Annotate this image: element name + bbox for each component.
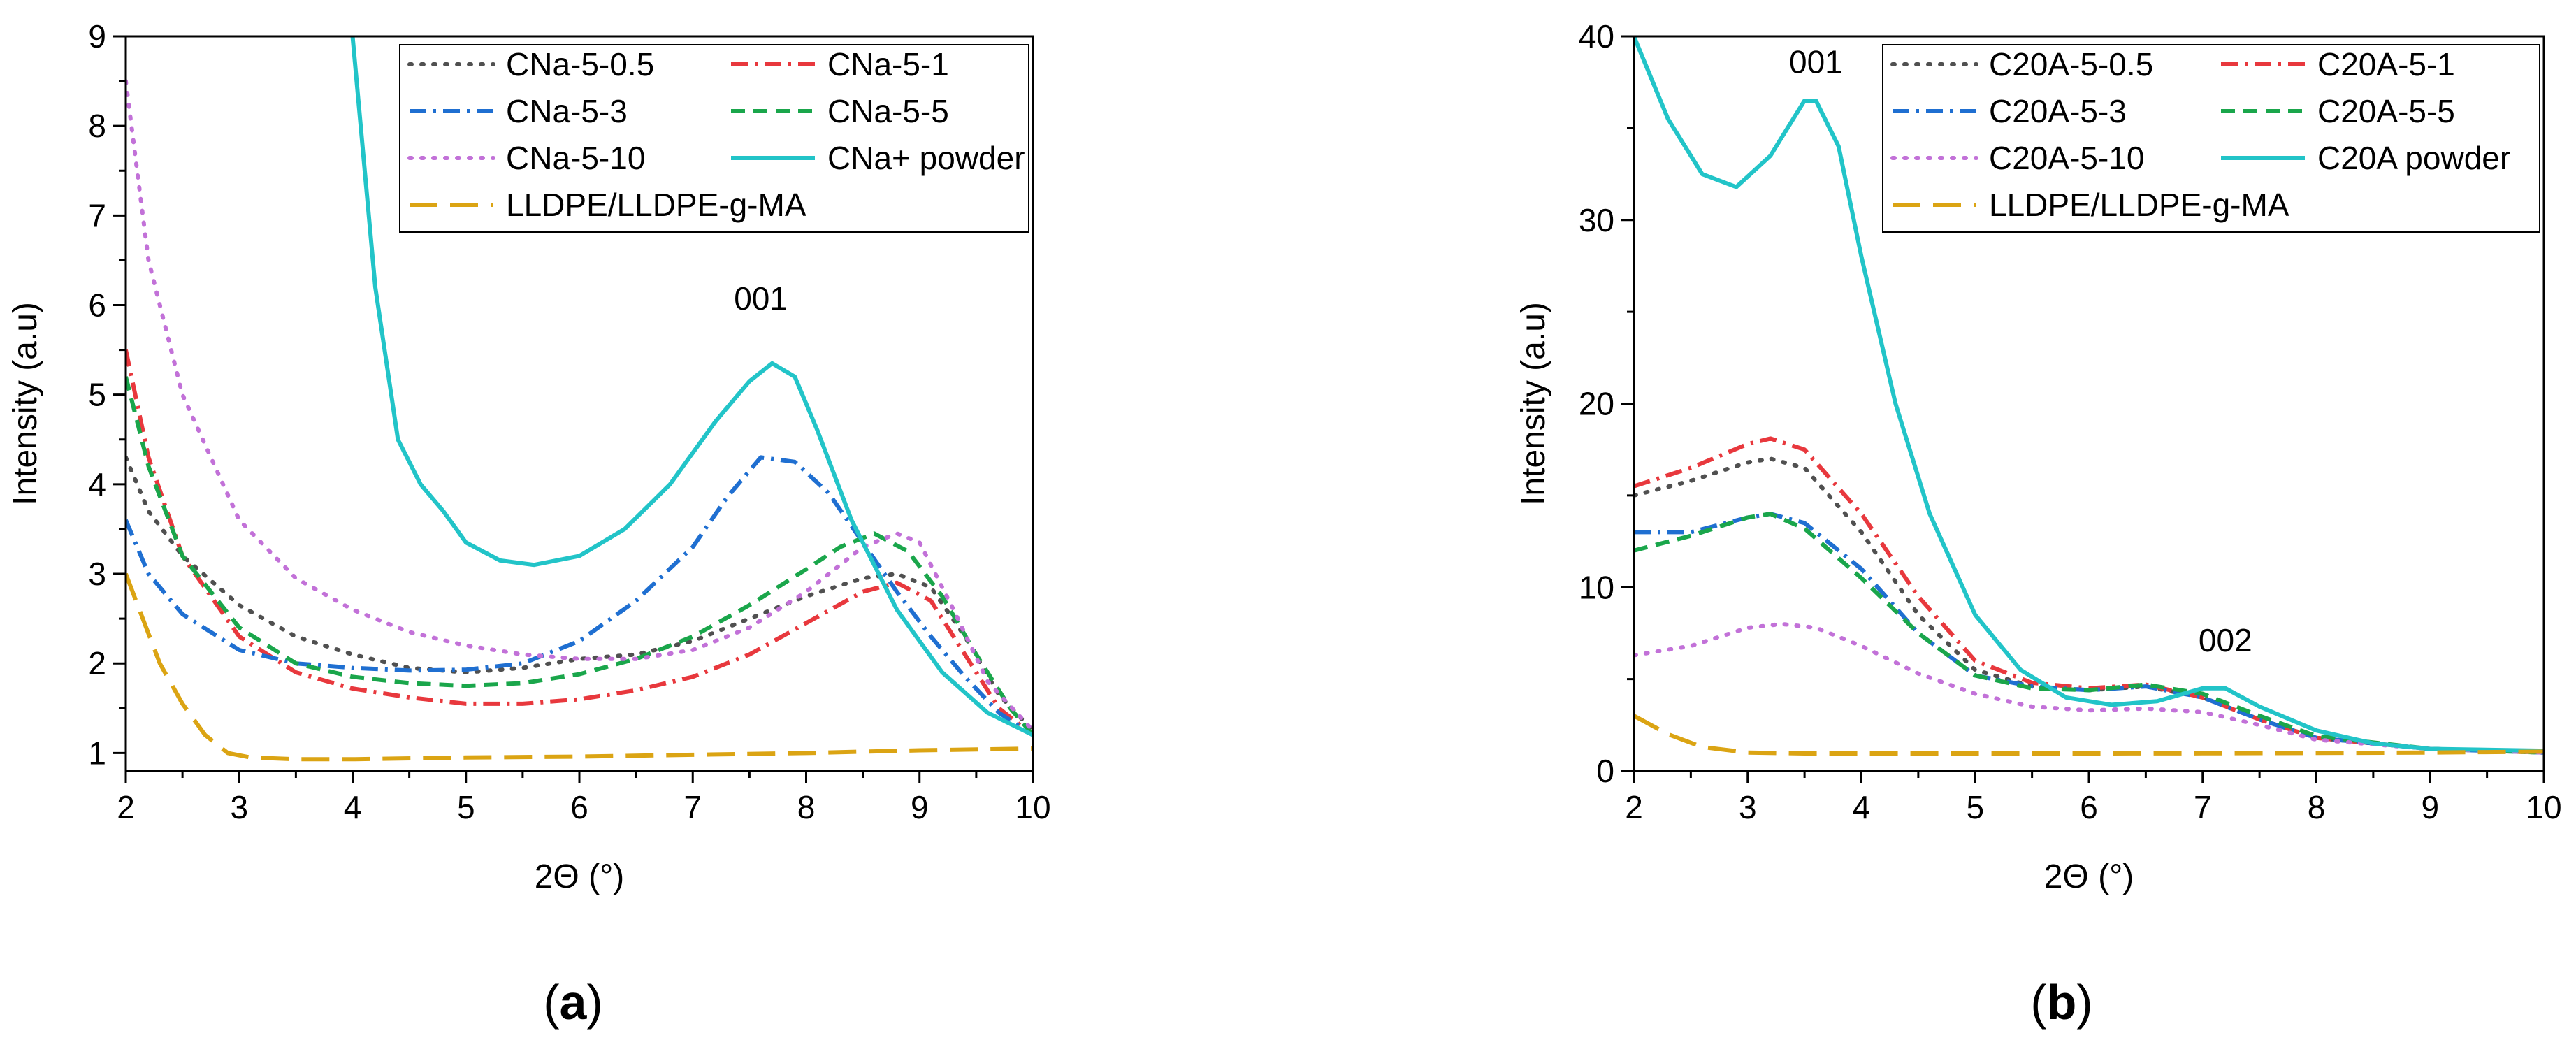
- panel-a-caption-letter: a: [560, 975, 588, 1030]
- series-line-3: [1634, 512, 2544, 755]
- y-tick-label: 0: [1596, 753, 1614, 789]
- legend-box: [399, 44, 1029, 233]
- panel-b-caption-close: ): [2076, 975, 2092, 1030]
- y-tick-label: 9: [88, 18, 106, 55]
- y-tick-label: 2: [88, 645, 106, 681]
- x-tick-label: 2: [117, 789, 135, 825]
- series-line-4: [1634, 621, 2544, 755]
- y-tick-label: 1: [88, 735, 106, 771]
- y-tick-label: 3: [88, 556, 106, 592]
- legend-label: C20A-5-0.5: [1989, 46, 2153, 82]
- y-tick-label: 30: [1579, 202, 1614, 238]
- series-line-0: [1634, 456, 2544, 755]
- peak-annotation: 002: [2199, 622, 2252, 658]
- panel-a-caption-open: (: [543, 975, 559, 1030]
- x-tick-label: 8: [2308, 789, 2326, 825]
- legend-label: CNa-5-5: [827, 93, 949, 129]
- legend-label: CNa-5-10: [506, 140, 645, 176]
- peak-annotation: 001: [734, 280, 788, 317]
- series-line-1: [126, 349, 1033, 737]
- legend: CNa-5-0.5 CNa-5-1 CNa-5-3 CNa-5-5 CNa-5-10 CN…: [399, 44, 1029, 233]
- legend-label: CNa+ powder: [827, 140, 1025, 176]
- x-tick-label: 6: [2080, 789, 2098, 825]
- x-tick-label: 6: [570, 789, 588, 825]
- x-tick-label: 10: [2526, 789, 2561, 825]
- x-tick-label: 8: [797, 789, 816, 825]
- series-line-6: [1634, 714, 2544, 756]
- series-line-5: [350, 36, 1033, 737]
- series-line-1: [1634, 436, 2544, 755]
- legend-label: C20A-5-10: [1989, 140, 2144, 176]
- panel-a-caption: (a): [543, 975, 603, 1030]
- legend-label: CNa-5-3: [506, 93, 628, 129]
- x-tick-label: 5: [1966, 789, 1984, 825]
- y-tick-label: 6: [88, 287, 106, 324]
- y-tick-label: 20: [1579, 386, 1614, 422]
- x-tick-label: 9: [911, 789, 929, 825]
- legend-label: LLDPE/LLDPE-g-MA: [506, 187, 806, 223]
- x-axis-title: 2Θ (°): [2044, 858, 2134, 895]
- series-line-6: [126, 572, 1033, 762]
- x-tick-label: 7: [683, 789, 702, 825]
- legend-box: [1882, 44, 2540, 233]
- legend-label: C20A-5-5: [2317, 93, 2455, 129]
- series-line-5: [1634, 36, 2544, 753]
- y-tick-label: 5: [88, 377, 106, 413]
- y-tick-label: 7: [88, 197, 106, 233]
- series-line-2: [1634, 512, 2544, 755]
- plot-area: [126, 36, 1033, 762]
- x-tick-label: 3: [230, 789, 248, 825]
- panel-b-caption-letter: b: [2047, 975, 2077, 1030]
- x-tick-label: 4: [1853, 789, 1871, 825]
- x-axis-title: 2Θ (°): [535, 858, 625, 895]
- x-tick-label: 4: [344, 789, 362, 825]
- y-tick-label: 40: [1579, 18, 1614, 55]
- y-axis-title: Intensity (a.u): [1515, 302, 1552, 505]
- legend-label: LLDPE/LLDPE-g-MA: [1989, 187, 2289, 223]
- peak-annotation: 001: [1789, 44, 1843, 80]
- y-tick-label: 10: [1579, 569, 1614, 605]
- series-line-3: [126, 376, 1033, 737]
- x-tick-label: 10: [1015, 789, 1050, 825]
- y-tick-label: 8: [88, 108, 106, 144]
- legend-label: C20A-5-1: [2317, 46, 2455, 82]
- y-axis-title: Intensity (a.u): [7, 302, 44, 505]
- x-tick-label: 7: [2194, 789, 2212, 825]
- y-tick-label: 4: [88, 466, 106, 503]
- x-tick-label: 9: [2421, 789, 2439, 825]
- series-line-2: [126, 455, 1033, 737]
- panel-a-caption-close: ): [586, 975, 602, 1030]
- x-tick-label: 2: [1625, 789, 1643, 825]
- legend: C20A-5-0.5 C20A-5-1 C20A-5-3 C20A-5-5 C20A-5…: [1882, 44, 2540, 233]
- panel-b-caption: (b): [2030, 975, 2092, 1030]
- legend-label: CNa-5-0.5: [506, 46, 654, 82]
- legend-label: CNa-5-1: [827, 46, 949, 82]
- series-line-0: [126, 455, 1033, 733]
- legend-label: C20A powder: [2317, 140, 2510, 176]
- panel-b: (b) 2 3 4 5 6 7 8 9 10 0 10 20 30 40 2Θ (°) Intensity (…: [1515, 18, 2562, 1030]
- x-tick-label: 5: [457, 789, 475, 825]
- legend-label: C20A-5-3: [1989, 93, 2127, 129]
- panel-b-caption-open: (: [2030, 975, 2046, 1030]
- x-tick-label: 3: [1739, 789, 1757, 825]
- plot-area: [1634, 36, 2544, 756]
